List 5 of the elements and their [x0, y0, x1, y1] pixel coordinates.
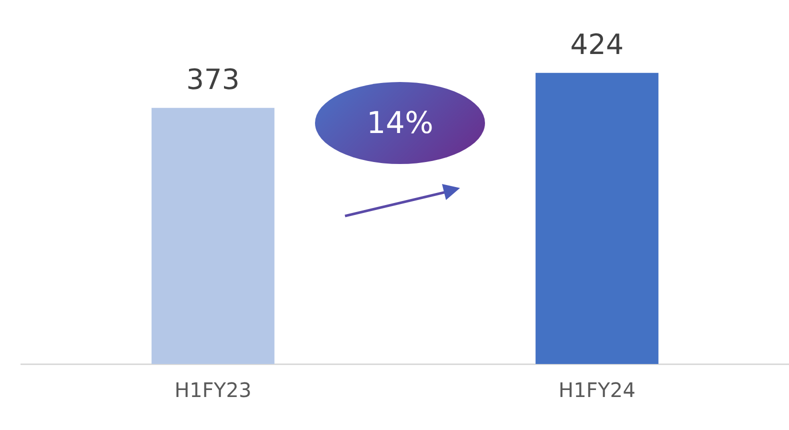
- ellipse-badge: 14%: [315, 82, 485, 164]
- data-label: 424: [570, 28, 624, 62]
- data-label: 373: [186, 63, 240, 96]
- x-tick-label: H1FY24: [558, 378, 636, 402]
- x-tick-label: H1FY23: [174, 378, 252, 402]
